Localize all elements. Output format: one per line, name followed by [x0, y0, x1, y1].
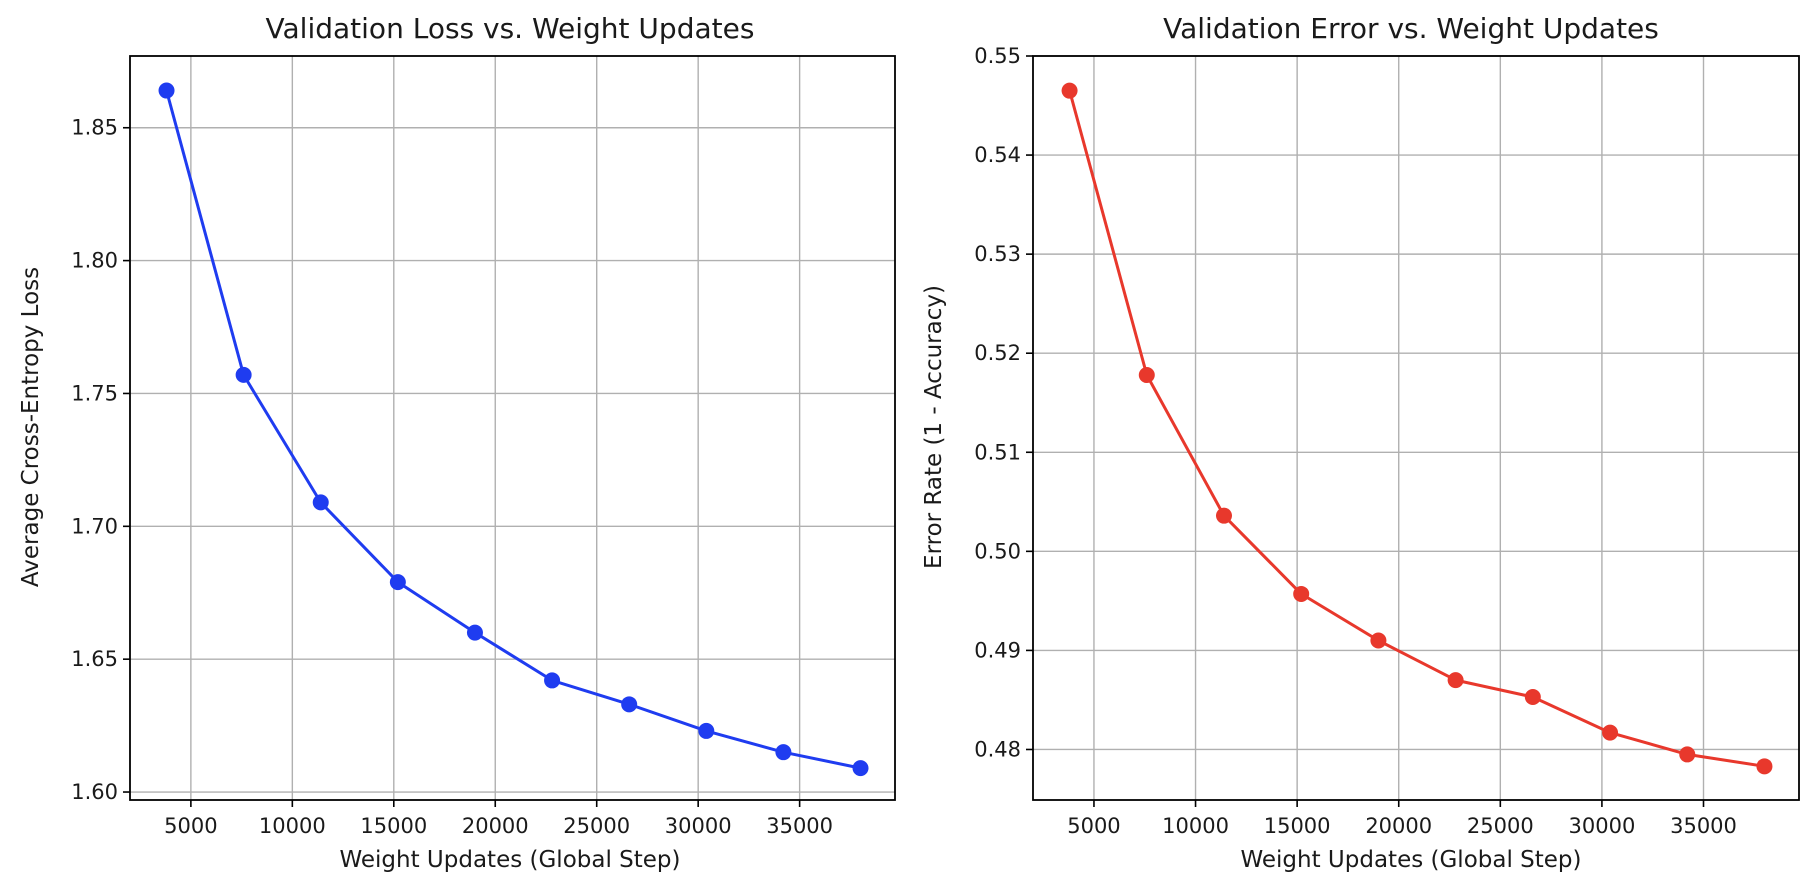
- loss-chart-plot-frame: [129, 55, 896, 801]
- error-chart-data-point: [1447, 672, 1464, 689]
- loss-chart-data-point: [698, 722, 715, 739]
- loss-chart-y-tick-label: 1.75: [71, 381, 118, 405]
- loss-chart-x-tick-label: 30000: [665, 814, 732, 838]
- error-chart: Validation Error vs. Weight Updates Weig…: [921, 12, 1800, 873]
- loss-chart-data-point: [621, 696, 638, 713]
- loss-chart-x-tick-label: 20000: [462, 814, 529, 838]
- error-chart-data-point: [1138, 366, 1155, 383]
- error-chart-data-point: [1756, 758, 1773, 775]
- loss-chart-data-point: [852, 760, 869, 777]
- error-chart-x-tick-label: 30000: [1569, 814, 1636, 838]
- loss-chart-data-point: [775, 744, 792, 761]
- loss-chart-x-tick-label: 15000: [360, 814, 427, 838]
- loss-chart-data-point: [544, 672, 561, 689]
- loss-chart: Validation Loss vs. Weight Updates Weigh…: [18, 12, 896, 873]
- loss-chart-series-line: [165, 90, 861, 770]
- loss-chart-y-tick-label: 1.70: [71, 514, 118, 538]
- loss-chart-x-tick-label: 10000: [259, 814, 326, 838]
- error-chart-ticks: 5000 10000 15000 20000 25000 30000 35000 0.48 0.…: [974, 44, 1737, 838]
- error-chart-x-tick-label: 20000: [1365, 814, 1432, 838]
- error-chart-y-tick-label: 0.48: [974, 737, 1021, 761]
- loss-chart-ylabel: Average Cross-Entropy Loss: [18, 267, 44, 587]
- loss-chart-gridlines: [130, 56, 895, 800]
- loss-chart-data-point: [312, 494, 329, 511]
- error-chart-series-line: [1068, 90, 1765, 768]
- loss-chart-y-tick-label: 1.80: [71, 249, 118, 273]
- loss-chart-ticks: 5000 10000 15000 20000 25000 30000 35000 1.60 1.…: [71, 116, 833, 838]
- error-chart-data-point: [1061, 82, 1078, 99]
- error-chart-x-tick-label: 10000: [1162, 814, 1229, 838]
- error-chart-xlabel: Weight Updates (Global Step): [1240, 847, 1581, 873]
- loss-chart-y-tick-label: 1.85: [71, 116, 118, 140]
- error-chart-x-tick-label: 25000: [1467, 814, 1534, 838]
- error-chart-gridlines: [1033, 55, 1799, 800]
- error-chart-y-tick-label: 0.54: [974, 143, 1021, 167]
- loss-chart-y-tick-label: 1.65: [71, 647, 118, 671]
- error-chart-data-point: [1293, 585, 1310, 602]
- error-chart-data-point: [1370, 632, 1387, 649]
- loss-chart-data-point: [389, 574, 406, 591]
- error-chart-y-tick-label: 0.51: [974, 440, 1021, 464]
- loss-chart-data-point: [158, 82, 175, 99]
- error-chart-y-tick-label: 0.53: [974, 242, 1021, 266]
- loss-chart-x-tick-label: 35000: [766, 814, 833, 838]
- loss-chart-xlabel: Weight Updates (Global Step): [339, 847, 680, 873]
- error-chart-y-tick-label: 0.49: [974, 638, 1021, 662]
- error-chart-y-tick-label: 0.50: [974, 539, 1021, 563]
- error-chart-plot-frame: [1032, 55, 1800, 801]
- error-chart-x-tick-label: 5000: [1067, 814, 1120, 838]
- error-chart-y-tick-label: 0.52: [974, 341, 1021, 365]
- error-chart-data-point: [1215, 507, 1232, 524]
- loss-chart-data-point: [235, 366, 252, 383]
- loss-chart-title: Validation Loss vs. Weight Updates: [266, 12, 755, 45]
- loss-chart-x-tick-label: 25000: [563, 814, 630, 838]
- error-chart-y-tick-label: 0.55: [974, 44, 1021, 68]
- error-chart-x-tick-label: 35000: [1670, 814, 1737, 838]
- error-chart-title: Validation Error vs. Weight Updates: [1163, 12, 1659, 45]
- loss-chart-y-tick-label: 1.60: [71, 780, 118, 804]
- error-chart-data-point: [1524, 688, 1541, 705]
- loss-chart-x-tick-label: 5000: [164, 814, 217, 838]
- error-chart-data-point: [1602, 724, 1619, 741]
- error-chart-data-point: [1679, 746, 1696, 763]
- loss-chart-data-point: [466, 624, 483, 641]
- error-chart-ylabel: Error Rate (1 - Accuracy): [921, 285, 947, 569]
- error-chart-x-tick-label: 15000: [1264, 814, 1331, 838]
